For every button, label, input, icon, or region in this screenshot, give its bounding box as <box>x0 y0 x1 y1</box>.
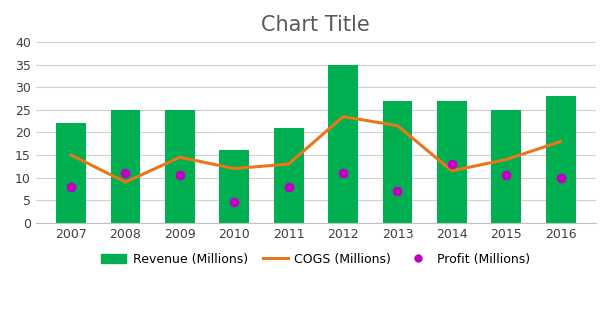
Bar <box>111 110 141 223</box>
Profit (Millions) <box>394 189 401 193</box>
COGS (Millions) <box>394 124 401 128</box>
Bar <box>546 96 576 223</box>
COGS (Millions) <box>448 169 456 173</box>
Legend: Revenue (Millions), COGS (Millions), Profit (Millions): Revenue (Millions), COGS (Millions), Pro… <box>97 248 535 271</box>
COGS (Millions) <box>503 158 510 162</box>
Bar <box>382 101 412 223</box>
Profit (Millions) <box>339 171 346 175</box>
COGS (Millions) <box>339 115 346 119</box>
Profit (Millions) <box>67 184 75 188</box>
Line: Profit (Millions): Profit (Millions) <box>67 160 565 207</box>
COGS (Millions) <box>176 155 183 159</box>
Bar <box>437 101 467 223</box>
Line: COGS (Millions): COGS (Millions) <box>71 117 561 182</box>
COGS (Millions) <box>67 153 75 157</box>
Title: Chart Title: Chart Title <box>262 15 370 35</box>
Bar <box>328 65 358 223</box>
Bar <box>165 110 195 223</box>
Bar <box>219 151 249 223</box>
Profit (Millions) <box>176 173 183 177</box>
Profit (Millions) <box>122 171 129 175</box>
COGS (Millions) <box>285 162 292 166</box>
Profit (Millions) <box>503 173 510 177</box>
Profit (Millions) <box>448 162 456 166</box>
Bar <box>274 128 304 223</box>
Profit (Millions) <box>557 176 565 180</box>
COGS (Millions) <box>230 167 238 171</box>
COGS (Millions) <box>557 139 565 143</box>
Profit (Millions) <box>230 200 238 204</box>
COGS (Millions) <box>122 180 129 184</box>
Bar <box>56 123 86 223</box>
Bar <box>491 110 521 223</box>
Profit (Millions) <box>285 184 292 188</box>
